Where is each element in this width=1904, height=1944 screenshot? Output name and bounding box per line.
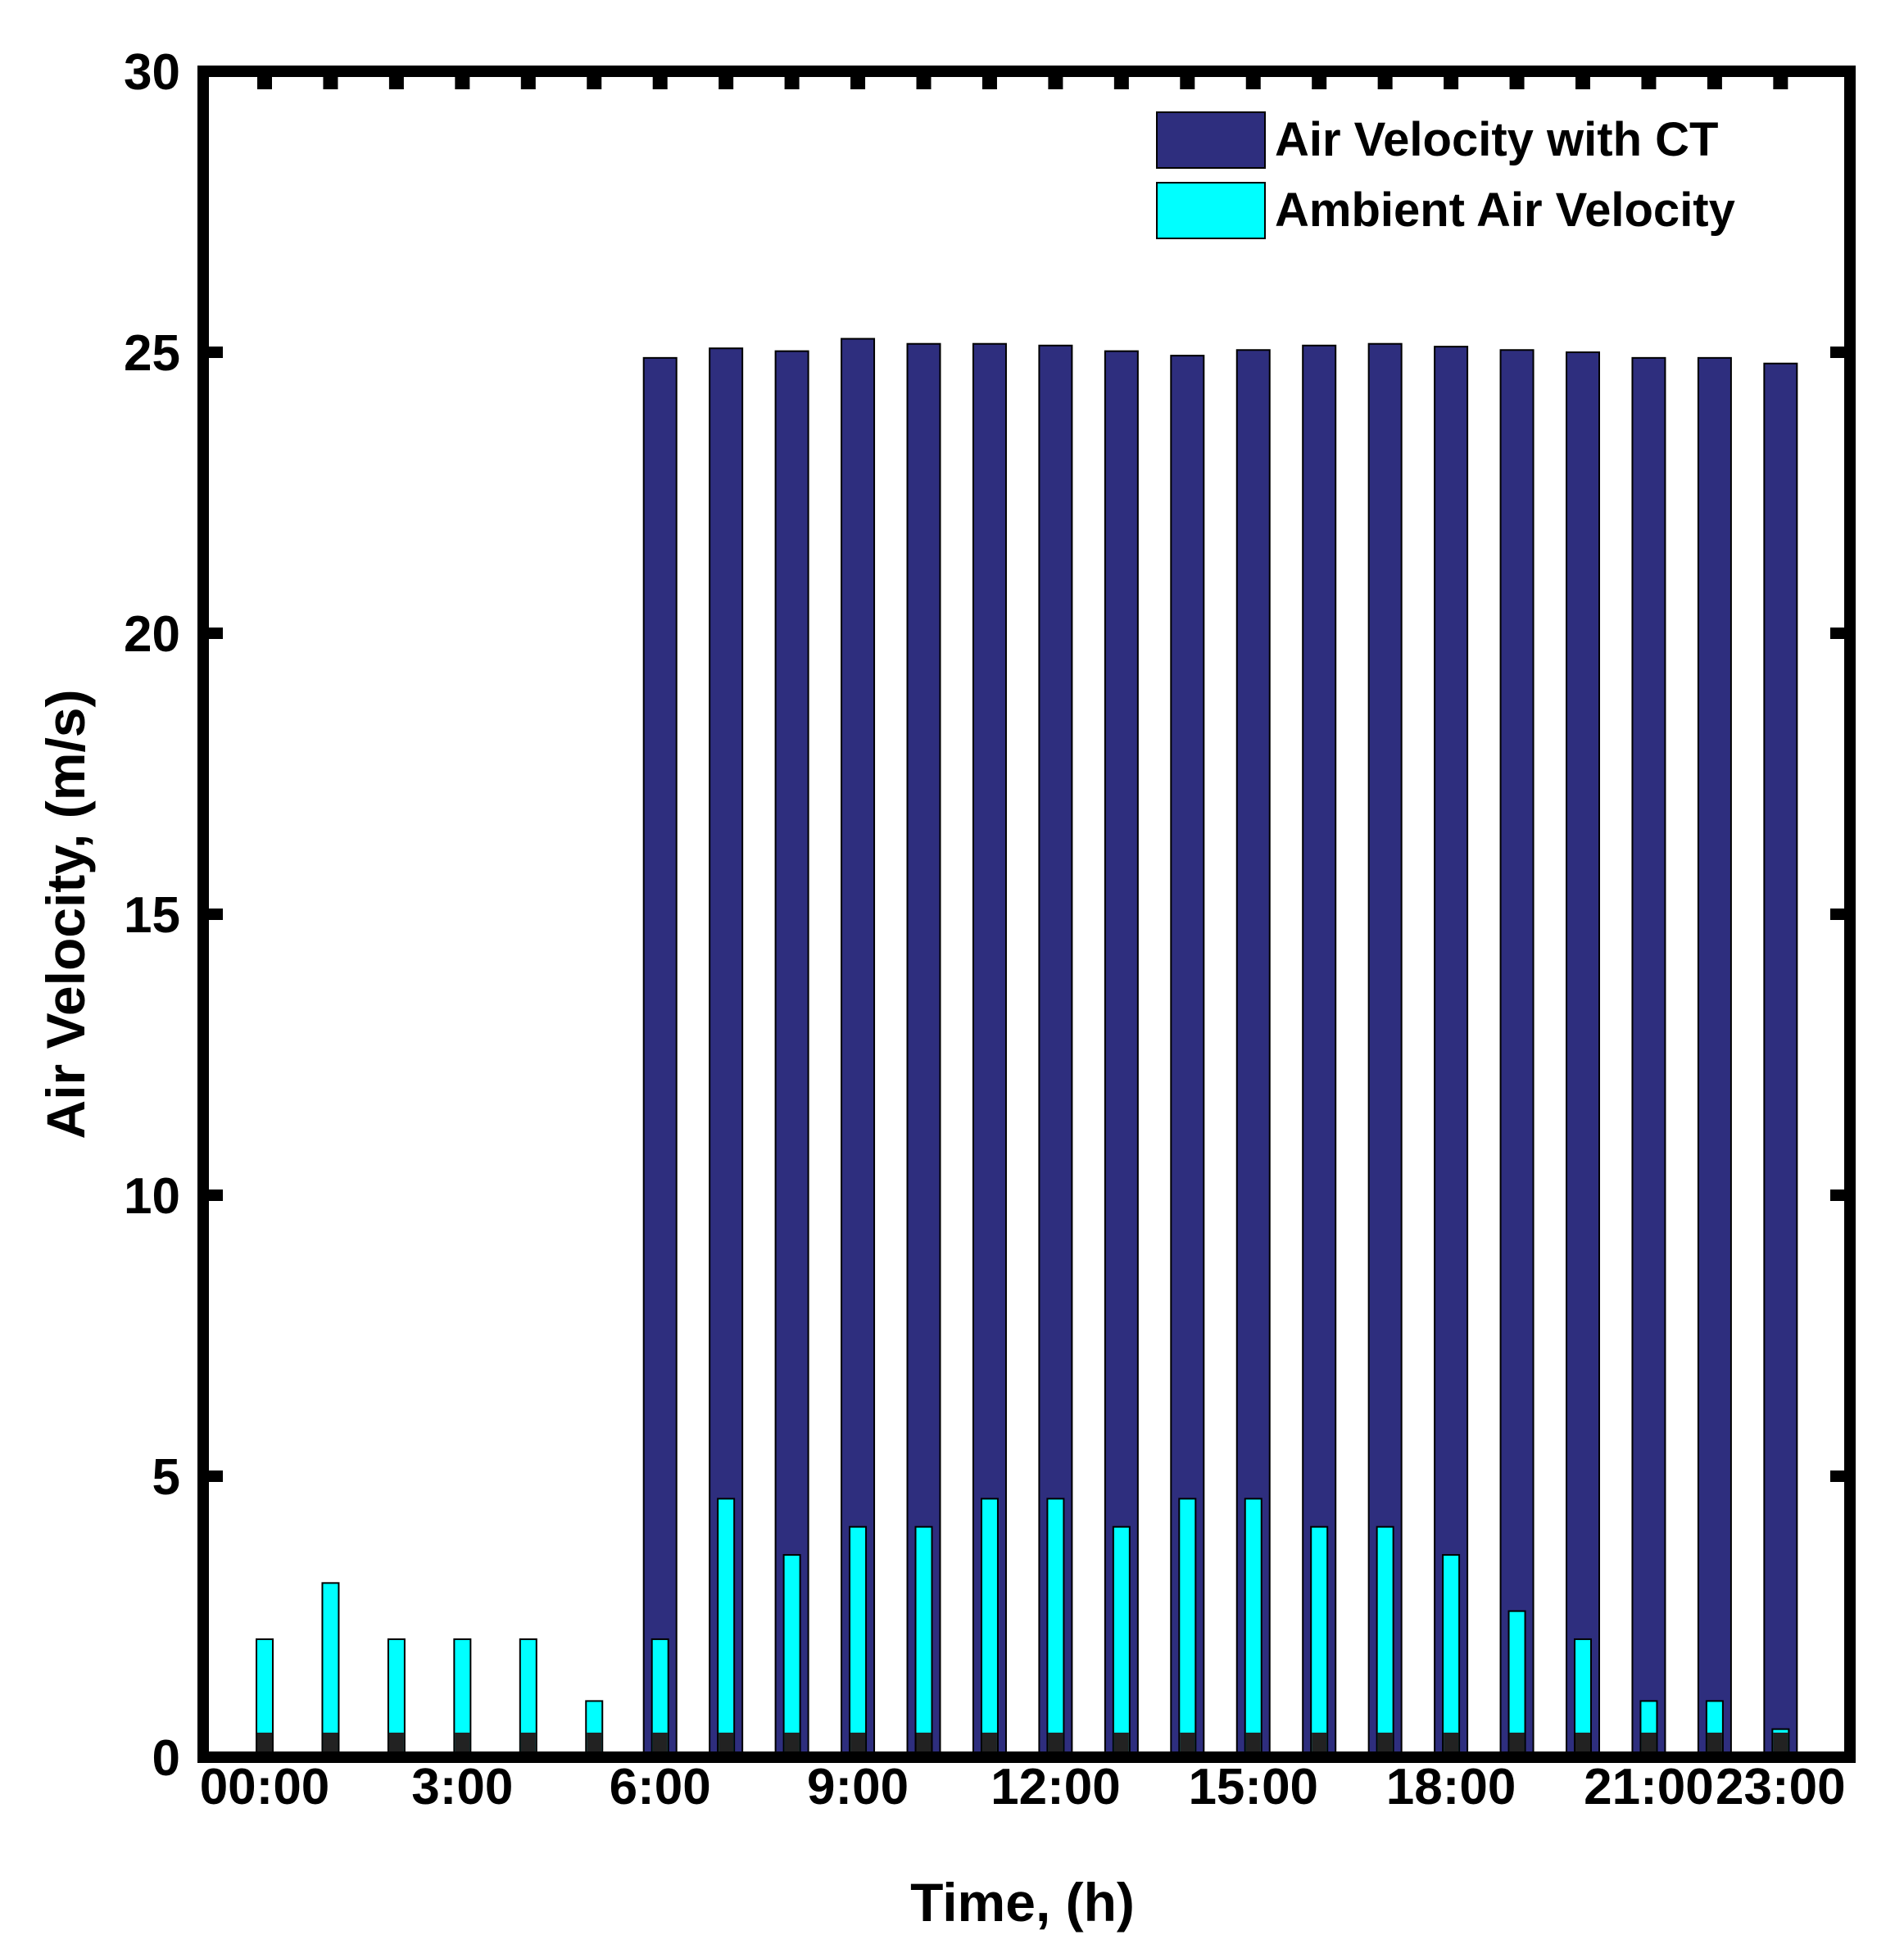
x-tick-label: 18:00 [1386, 1759, 1516, 1815]
legend-swatch-air-velocity-with-ct [1156, 111, 1266, 169]
baseline-tick [587, 1733, 602, 1757]
baseline-tick [1048, 1733, 1063, 1757]
baseline-tick [520, 1733, 536, 1757]
baseline-tick [1509, 1733, 1525, 1757]
bar [1310, 1525, 1329, 1758]
bar [1499, 349, 1535, 1759]
baseline-tick [1312, 1733, 1327, 1757]
series-air-velocity-with-ct [642, 338, 1798, 1759]
baseline-tick [388, 1733, 404, 1757]
baseline-tick [1377, 1733, 1393, 1757]
x-tick-label: 6:00 [610, 1759, 711, 1815]
bar [1104, 350, 1139, 1758]
baseline-tick-marks [257, 1733, 1788, 1757]
baseline-tick [1180, 1733, 1195, 1757]
y-tick-label: 20 [124, 606, 180, 663]
legend-swatch-ambient-air-velocity [1156, 182, 1266, 239]
series-ambient-air-velocity [256, 1498, 1790, 1759]
baseline-tick [1707, 1733, 1722, 1757]
bar [1566, 351, 1600, 1758]
baseline-tick [916, 1733, 932, 1757]
baseline-tick [784, 1733, 800, 1757]
x-tick-label: 23:00 [1716, 1759, 1846, 1815]
bar [1697, 356, 1732, 1758]
baseline-tick [323, 1733, 338, 1757]
baseline-tick [1444, 1733, 1459, 1757]
bar [1244, 1498, 1263, 1758]
baseline-tick [257, 1733, 272, 1757]
x-tick-label: 9:00 [807, 1759, 909, 1815]
baseline-tick [455, 1733, 470, 1757]
bar [642, 356, 678, 1758]
baseline-tick [850, 1733, 866, 1757]
baseline-tick [652, 1733, 668, 1757]
baseline-tick [1245, 1733, 1261, 1757]
y-tick-label: 15 [124, 887, 180, 944]
bar [914, 1525, 933, 1758]
bar [1178, 1498, 1197, 1758]
y-tick-label: 0 [152, 1730, 180, 1787]
y-axis-title: Air Velocity, (m/s) [35, 690, 96, 1140]
y-tick-labels: 0 5 10 15 20 25 30 [124, 44, 180, 1787]
legend-label-ambient-air-velocity: Ambient Air Velocity [1275, 184, 1735, 237]
plot-frame [197, 66, 1856, 1763]
bar [1631, 356, 1666, 1758]
legend: Air Velocity with CT Ambient Air Velocit… [1156, 111, 1735, 239]
baseline-tick [1113, 1733, 1129, 1757]
x-axis-title: Time, (h) [910, 1872, 1135, 1933]
bar [1763, 362, 1798, 1759]
bar [717, 1498, 736, 1758]
bar [1442, 1554, 1461, 1759]
bar [1046, 1498, 1065, 1758]
bar [321, 1582, 340, 1758]
x-tick-label: 21:00 [1584, 1759, 1714, 1815]
baseline-tick [981, 1733, 997, 1757]
y-tick-label: 30 [124, 44, 180, 101]
y-tick-label: 25 [124, 325, 180, 382]
y-tick-label: 10 [124, 1168, 180, 1225]
bar [782, 1554, 801, 1759]
baseline-tick [1773, 1733, 1788, 1757]
bar [849, 1525, 868, 1758]
y-tick-label: 5 [152, 1449, 180, 1506]
baseline-tick [719, 1733, 734, 1757]
bar [1376, 1525, 1394, 1758]
bar [1112, 1525, 1131, 1758]
bar [1367, 342, 1403, 1759]
legend-label-air-velocity-with-ct: Air Velocity with CT [1275, 113, 1718, 166]
baseline-tick [1575, 1733, 1590, 1757]
x-tick-labels: 00:00 3:00 6:00 9:00 12:00 15:00 18:00 21:00 23:… [200, 1759, 1846, 1815]
baseline-tick [1641, 1733, 1657, 1757]
bar [1434, 346, 1469, 1758]
axis-ticks [203, 66, 1850, 1763]
x-tick-label: 12:00 [991, 1759, 1121, 1815]
x-tick-label: 15:00 [1188, 1759, 1318, 1815]
x-tick-label: 3:00 [411, 1759, 513, 1815]
x-tick-label: 00:00 [200, 1759, 330, 1815]
bar [980, 1498, 999, 1758]
bar [774, 350, 809, 1758]
bar [841, 338, 876, 1758]
